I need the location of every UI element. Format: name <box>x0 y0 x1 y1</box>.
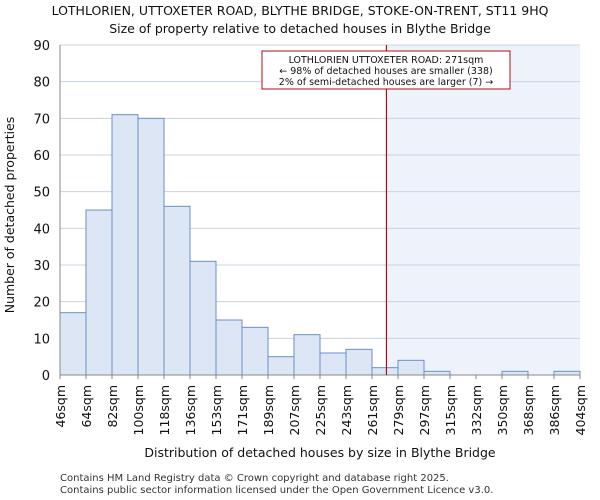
x-tick-label: 136sqm <box>183 385 198 435</box>
histogram-bar <box>111 114 139 376</box>
x-tick-label: 243sqm <box>339 385 354 435</box>
x-tick-label: 386sqm <box>547 385 562 435</box>
y-tick-label: 40 <box>33 222 50 237</box>
histogram-bar <box>423 370 451 376</box>
x-axis-label: Distribution of detached houses by size … <box>144 445 496 460</box>
chart-subtitle: Size of property relative to detached ho… <box>109 21 491 36</box>
histogram-bar <box>397 359 425 376</box>
footer-line-2: Contains public sector information licen… <box>60 485 494 496</box>
histogram-bar <box>553 370 581 376</box>
histogram-bar <box>215 319 243 376</box>
histogram-bar <box>501 370 529 376</box>
x-tick-label: 332sqm <box>469 385 484 435</box>
histogram-bar <box>241 326 269 376</box>
y-tick-label: 90 <box>33 39 50 54</box>
histogram-bar <box>345 348 373 376</box>
x-tick-label: 64sqm <box>79 385 94 428</box>
x-tick-label: 297sqm <box>417 385 432 435</box>
shaded-region <box>386 45 580 375</box>
y-tick-label: 60 <box>33 149 50 164</box>
histogram-bar <box>85 209 113 376</box>
y-tick-label: 10 <box>33 332 50 347</box>
x-tick-label: 153sqm <box>209 385 224 435</box>
annotation-line: ← 98% of detached houses are smaller (33… <box>279 66 492 77</box>
chart-title: LOTHLORIEN, UTTOXETER ROAD, BLYTHE BRIDG… <box>51 3 549 18</box>
x-tick-label: 225sqm <box>313 385 328 435</box>
annotation-line: 2% of semi-detached houses are larger (7… <box>279 77 493 88</box>
x-tick-label: 261sqm <box>365 385 380 435</box>
x-tick-label: 350sqm <box>495 385 510 435</box>
x-tick-label: 100sqm <box>131 385 146 435</box>
x-tick-label: 404sqm <box>573 385 588 435</box>
y-tick-label: 70 <box>33 112 50 127</box>
y-tick-label: 0 <box>42 369 50 384</box>
histogram-bar <box>189 260 217 376</box>
y-axis-label: Number of detached properties <box>2 117 17 314</box>
annotation-box <box>261 50 511 90</box>
x-tick-label: 189sqm <box>261 385 276 435</box>
y-tick-label: 20 <box>33 296 50 311</box>
x-tick-label: 315sqm <box>443 385 458 435</box>
x-tick-label: 207sqm <box>287 385 302 435</box>
x-tick-label: 118sqm <box>157 385 172 435</box>
histogram-bar <box>293 334 321 376</box>
y-tick-label: 50 <box>33 186 50 201</box>
x-tick-label: 279sqm <box>391 385 406 435</box>
histogram-bar <box>319 352 347 376</box>
x-tick-label: 46sqm <box>53 385 68 428</box>
footer-line-1: Contains HM Land Registry data © Crown c… <box>60 473 449 484</box>
x-tick-label: 368sqm <box>521 385 536 435</box>
histogram-bar <box>59 312 87 376</box>
y-tick-label: 80 <box>33 76 50 91</box>
x-tick-label: 171sqm <box>235 385 250 435</box>
histogram-bar <box>371 367 399 376</box>
x-tick-label: 82sqm <box>105 385 120 428</box>
histogram-bar <box>163 205 191 376</box>
histogram-bar <box>137 117 165 376</box>
annotation-line: LOTHLORIEN UTTOXETER ROAD: 271sqm <box>289 55 484 66</box>
y-tick-label: 30 <box>33 259 50 274</box>
histogram-bar <box>267 356 295 376</box>
